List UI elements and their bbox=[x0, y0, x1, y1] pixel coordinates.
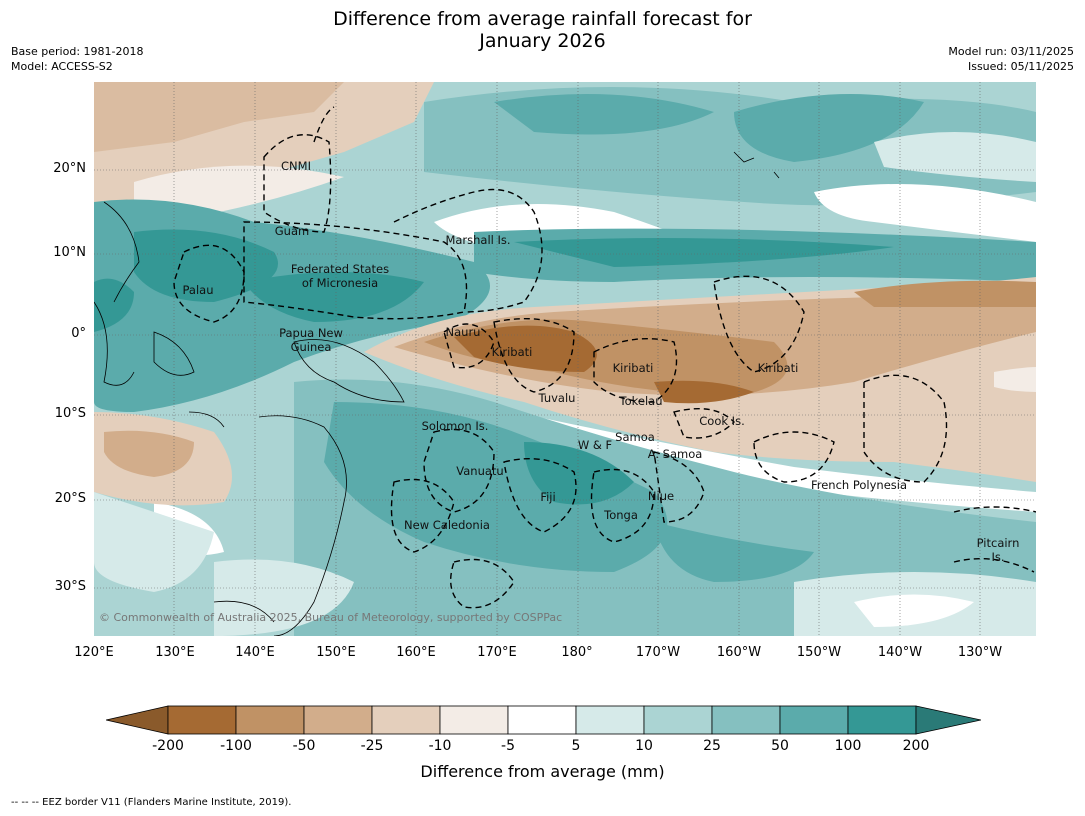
region-label: W & F bbox=[578, 438, 612, 452]
colorbar-segment bbox=[106, 705, 169, 735]
x-tick-label: 130°W bbox=[957, 645, 1003, 660]
model-run-info: Model run: 03/11/2025 Issued: 05/11/2025 bbox=[948, 45, 1074, 73]
region-label: Federated States bbox=[291, 262, 389, 276]
region-label: Solomon Is. bbox=[422, 419, 489, 433]
colorbar-segment bbox=[575, 705, 645, 735]
region-label: Samoa bbox=[615, 430, 655, 444]
colorbar-segment bbox=[847, 705, 917, 735]
colorbar-segment bbox=[167, 705, 237, 735]
region-label: Papua New bbox=[279, 326, 343, 340]
x-tick-label: 160°E bbox=[396, 645, 436, 660]
region-label: Fiji bbox=[540, 490, 555, 504]
x-tick-label: 120°E bbox=[74, 645, 114, 660]
region-label: Niue bbox=[648, 489, 674, 503]
x-tick-label: 170°E bbox=[477, 645, 517, 660]
region-label: Tuvalu bbox=[538, 391, 576, 405]
region-label: Kiribati bbox=[613, 361, 654, 375]
coastlines bbox=[94, 151, 780, 636]
colorbar-segment bbox=[439, 705, 509, 735]
region-label: CNMI bbox=[281, 159, 311, 173]
colorbar-segment bbox=[303, 705, 373, 735]
x-tick-label: 150°W bbox=[796, 645, 842, 660]
base-period-info: Base period: 1981-2018 Model: ACCESS-S2 bbox=[11, 45, 144, 73]
region-label: Kiribati bbox=[758, 361, 799, 375]
copyright-notice: © Commonwealth of Australia 2025, Bureau… bbox=[99, 611, 562, 624]
y-tick-label: 0° bbox=[71, 326, 86, 341]
region-label: A. Samoa bbox=[648, 447, 703, 461]
colorbar-tick: -25 bbox=[360, 738, 384, 754]
y-tick-label: 10°N bbox=[53, 245, 86, 260]
colorbar-segment bbox=[915, 705, 981, 735]
colorbar-tick: 5 bbox=[571, 738, 581, 754]
region-label: Vanuatu bbox=[456, 464, 503, 478]
colorbar-tick: 10 bbox=[635, 738, 653, 754]
region-label: New Caledonia bbox=[404, 518, 490, 532]
y-tick-label: 20°S bbox=[54, 491, 86, 506]
colorbar-segment bbox=[643, 705, 713, 735]
colorbar-tick: -10 bbox=[428, 738, 452, 754]
colorbar-tick: -200 bbox=[152, 738, 184, 754]
colorbar-tick: 200 bbox=[902, 738, 930, 754]
eez-border-note: -- -- -- EEZ border V11 (Flanders Marine… bbox=[11, 797, 292, 808]
x-tick-label: 170°W bbox=[635, 645, 681, 660]
region-label: Nauru bbox=[446, 325, 481, 339]
colorbar-tick: 100 bbox=[834, 738, 862, 754]
region-label: Kiribati bbox=[492, 345, 533, 359]
x-tick-label: 140°E bbox=[235, 645, 275, 660]
graticule bbox=[94, 82, 1036, 636]
anomaly-fields bbox=[94, 82, 1036, 636]
colorbar-label: Difference from average (mm) bbox=[420, 762, 665, 781]
region-label: French Polynesia bbox=[811, 478, 907, 492]
colorbar-segment bbox=[507, 705, 577, 735]
region-label: Palau bbox=[183, 283, 214, 297]
rainfall-anomaly-map: CNMI Guam Marshall Is. Federated States … bbox=[94, 82, 1036, 636]
colorbar-segment bbox=[371, 705, 441, 735]
x-tick-label: 160°W bbox=[716, 645, 762, 660]
region-label: Marshall Is. bbox=[445, 233, 510, 247]
colorbar bbox=[106, 705, 981, 735]
region-label: Cook Is. bbox=[699, 414, 744, 428]
eez-borders bbox=[173, 106, 1036, 609]
colorbar-tick: -5 bbox=[501, 738, 515, 754]
x-tick-label: 130°E bbox=[155, 645, 195, 660]
region-label: of Micronesia bbox=[302, 276, 378, 290]
region-labels: CNMI Guam Marshall Is. Federated States … bbox=[183, 159, 1020, 564]
region-label: Tokelau bbox=[619, 394, 663, 408]
x-tick-label: 150°E bbox=[316, 645, 356, 660]
colorbar-tick: 50 bbox=[771, 738, 789, 754]
colorbar-tick: -100 bbox=[220, 738, 252, 754]
region-label: Tonga bbox=[603, 508, 638, 522]
colorbar-tick: -50 bbox=[292, 738, 316, 754]
map-title: Difference from average rainfall forecas… bbox=[333, 8, 752, 52]
x-tick-label: 140°W bbox=[877, 645, 923, 660]
colorbar-tick: 25 bbox=[703, 738, 721, 754]
y-tick-label: 10°S bbox=[54, 406, 86, 421]
region-label: Is. bbox=[991, 550, 1004, 564]
x-tick-label: 180° bbox=[561, 645, 593, 660]
colorbar-segment bbox=[235, 705, 305, 735]
colorbar-segment bbox=[711, 705, 781, 735]
region-label: Guam bbox=[275, 224, 309, 238]
colorbar-segment bbox=[779, 705, 849, 735]
region-label: Guinea bbox=[291, 340, 332, 354]
y-tick-label: 20°N bbox=[53, 161, 86, 176]
region-label: Pitcairn bbox=[977, 536, 1020, 550]
y-tick-label: 30°S bbox=[54, 579, 86, 594]
